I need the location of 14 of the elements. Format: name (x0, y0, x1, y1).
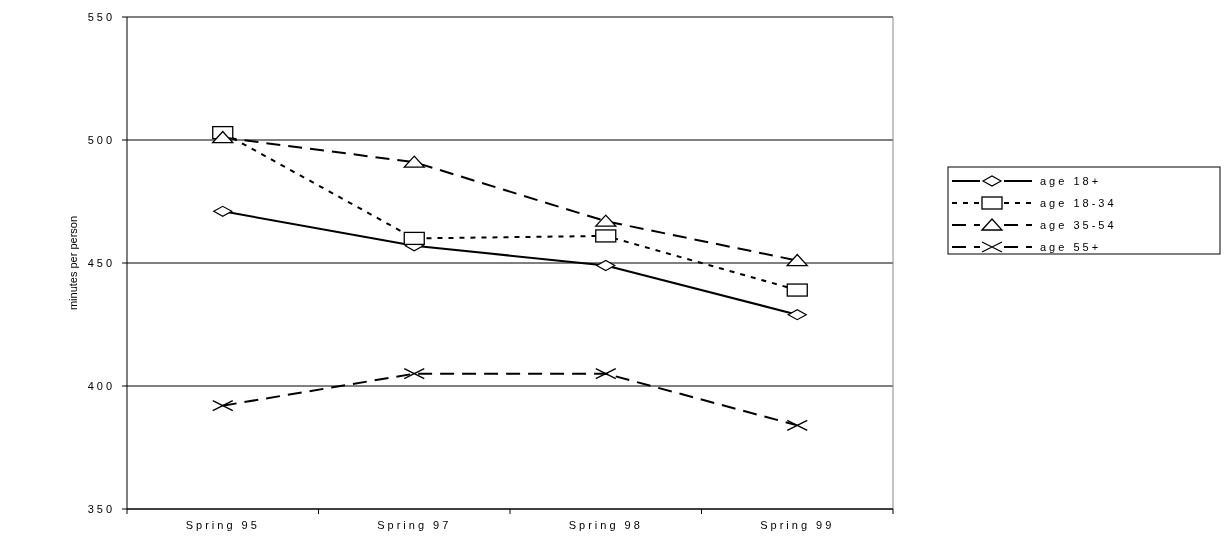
y-tick-label: 400 (87, 380, 115, 392)
legend-label: age 18+ (1040, 175, 1102, 187)
legend-label: age 35-54 (1040, 219, 1117, 231)
x-tick-label: Spring 97 (377, 519, 452, 531)
x-tick-label: Spring 99 (760, 519, 835, 531)
legend-label: age 18-34 (1040, 197, 1117, 209)
y-tick-label: 550 (87, 11, 115, 23)
y-tick-label: 350 (87, 503, 115, 515)
y-axis-title: minutes per person (67, 215, 79, 311)
x-tick-label: Spring 95 (185, 519, 260, 531)
legend-label: age 55+ (1040, 241, 1102, 253)
y-tick-label: 500 (87, 134, 115, 146)
x-tick-label: Spring 98 (568, 519, 643, 531)
y-tick-label: 450 (87, 257, 115, 269)
